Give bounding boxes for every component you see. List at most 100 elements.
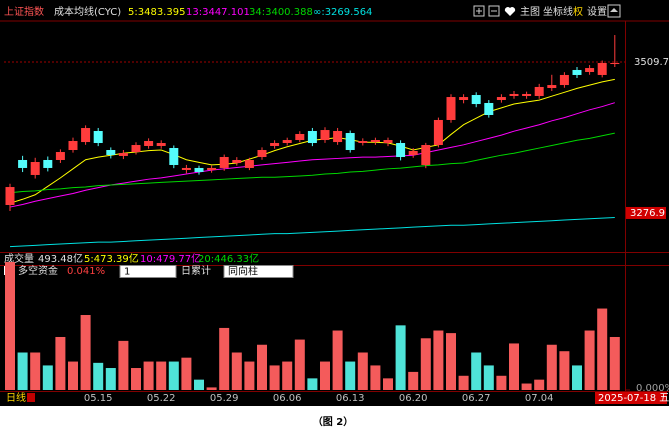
toolbar-icons[interactable]	[473, 4, 621, 18]
button[interactable]: 设置	[587, 6, 607, 18]
bar	[521, 383, 532, 390]
current-date-box	[595, 392, 667, 404]
bar	[219, 327, 230, 390]
candle-body	[43, 159, 53, 168]
candle-body	[585, 68, 595, 72]
legend-entry: 34:3400.388	[249, 7, 313, 18]
bar	[156, 361, 167, 390]
zoom-in[interactable]	[473, 5, 485, 17]
candle-body	[156, 143, 166, 146]
indicator-name: 成本均线(CYC)	[54, 5, 121, 18]
y-tick-label: 3509.7	[634, 57, 669, 68]
bar	[143, 361, 154, 390]
bar	[572, 365, 582, 390]
candle-body	[194, 167, 204, 172]
ma-line	[9, 216, 615, 248]
bar	[546, 344, 557, 390]
bar	[55, 336, 66, 390]
candle-body	[131, 145, 141, 153]
legend-entry: 13:3447.101	[186, 7, 250, 18]
bar	[282, 361, 293, 390]
x-tick-label: 06.27	[462, 393, 491, 404]
candle-body	[144, 140, 154, 146]
style-select-value[interactable]: 同向柱	[228, 265, 258, 278]
bar	[420, 338, 431, 390]
bar	[446, 333, 456, 390]
indicator-title: 多空资金	[18, 264, 58, 277]
bar	[42, 365, 53, 390]
candle-body	[534, 86, 544, 96]
x-tick-label: 05.29	[210, 393, 239, 404]
price-marker	[626, 206, 666, 219]
bar	[483, 365, 494, 390]
candle-body	[358, 140, 368, 144]
button[interactable]: 权	[573, 5, 583, 18]
candle-body	[610, 62, 620, 65]
candle-body	[484, 102, 494, 115]
candle-body	[106, 150, 116, 155]
bar	[131, 368, 141, 390]
candle-body	[307, 131, 317, 144]
bar	[597, 308, 608, 390]
bar	[257, 344, 267, 390]
candle-body	[81, 128, 91, 143]
bar	[471, 352, 482, 390]
candle-body	[509, 93, 519, 96]
caption: （图 2）	[313, 415, 353, 428]
candle-body	[408, 150, 418, 155]
style-select[interactable]	[223, 265, 294, 278]
candle-body	[433, 119, 443, 146]
volume-ma: 5:473.39亿	[84, 252, 139, 265]
candle-body	[572, 69, 582, 75]
bar	[93, 362, 104, 390]
candle-body	[169, 147, 179, 165]
zoom-in-icon	[476, 8, 482, 14]
ma-line	[9, 132, 615, 194]
bar	[383, 378, 393, 390]
period-select-value[interactable]: 1	[124, 267, 130, 278]
period-label: 日线	[6, 391, 26, 404]
bar	[118, 340, 129, 390]
zoom-out[interactable]	[488, 5, 500, 17]
price-marker-label: 3276.9	[630, 208, 665, 219]
legend-entry: ∞:3269.564	[313, 7, 372, 18]
candle-body	[295, 133, 305, 141]
candle-body	[282, 140, 292, 144]
candle-body	[118, 152, 128, 156]
candle-body	[597, 62, 607, 75]
bar	[206, 387, 217, 390]
bar	[30, 352, 41, 390]
candle-body	[522, 93, 532, 96]
bar	[345, 361, 356, 390]
volume-title: 成交量	[4, 252, 34, 265]
candle-body	[207, 167, 217, 170]
bar	[105, 368, 116, 390]
x-tick-label: 2025-07-18 五	[598, 393, 669, 404]
bar	[370, 365, 381, 390]
bar	[509, 343, 519, 390]
x-tick-label: 06.06	[273, 393, 302, 404]
instrument: 上证指数	[4, 5, 44, 18]
button[interactable]: 主图	[520, 6, 540, 18]
collapse[interactable]	[607, 4, 621, 18]
x-tick-label: 07.04	[525, 393, 554, 404]
candle-body	[320, 130, 330, 141]
x-tick-label: 05.15	[84, 393, 113, 404]
period-icon[interactable]	[27, 393, 35, 402]
candle-body	[370, 140, 380, 143]
y-tick-label: 0.000%	[636, 383, 669, 394]
candle-body	[18, 159, 28, 168]
bar	[5, 262, 15, 390]
candle-body	[333, 131, 343, 143]
period-select[interactable]	[119, 265, 177, 278]
button[interactable]: 坐标线	[543, 5, 573, 18]
candle-body	[383, 140, 393, 144]
bar	[181, 357, 192, 390]
collapse-icon	[610, 8, 618, 12]
candle-body	[270, 143, 280, 146]
bar	[269, 365, 280, 390]
candle-body	[93, 131, 103, 144]
bar	[433, 330, 444, 390]
bar	[320, 361, 330, 390]
favorite[interactable]	[504, 7, 516, 16]
